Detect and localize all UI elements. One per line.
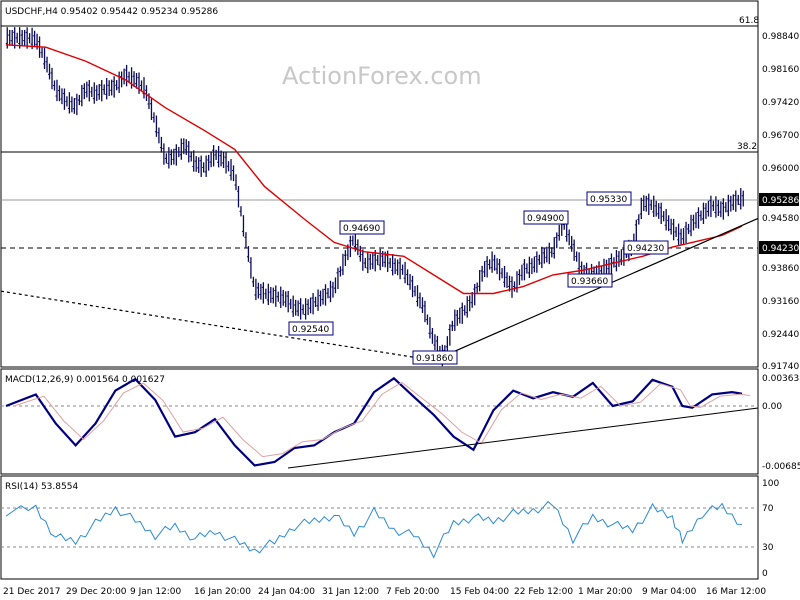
rsi-tick: 30 [762,543,774,553]
macd-tick: 0.003638 [762,374,800,384]
price-tick: 0.98840 [762,32,799,42]
level-tick: 0.94230 [762,244,799,254]
macd-tick: 0.00 [762,402,782,412]
price-trendlines [0,217,759,362]
annotation-label: 0.94230 [627,244,664,254]
support-trendline [433,217,759,361]
current-price-badge [759,193,799,206]
annotation-label: 0.93660 [571,277,608,287]
price-tick: 0.92440 [762,330,799,340]
date-tick: 1 Mar 20:00 [578,587,633,597]
annotation-label: 0.95330 [590,195,627,205]
price-tick: 0.93160 [762,297,799,307]
ma-line [5,44,743,295]
price-tick: 0.96700 [762,131,799,141]
date-tick: 31 Jan 12:00 [322,587,379,597]
macd-trendline [287,407,759,469]
macd-lines [5,376,751,467]
rsi-tick: 100 [762,479,779,489]
price-tick: 0.96000 [762,164,799,174]
date-tick: 29 Dec 20:00 [66,587,127,597]
date-tick: 15 Feb 04:00 [450,587,509,597]
date-tick: 16 Mar 12:00 [706,587,766,597]
annotation-label: 0.91860 [416,354,453,364]
annotation-0.94900: 0.94900 [523,210,569,225]
annotation-label: 0.94690 [343,224,380,234]
rsi-title: RSI(14) 53.8554 [5,482,78,492]
date-tick: 24 Jan 04:00 [258,587,315,597]
date-tick: 22 Feb 12:00 [514,587,573,597]
watermark: ActionForex.com [282,62,482,90]
macd-line [5,376,743,467]
annotation-label: 0.94900 [527,214,564,224]
macd-signal-line [13,381,751,458]
date-axis: 21 Dec 2017 29 Dec 20:00 9 Jan 12:00 16 … [3,587,766,597]
annotation-0.91860: 0.91860 [412,350,458,365]
main-panel-frame [0,0,759,368]
date-tick: 16 Jan 20:00 [194,587,251,597]
price-tick: 0.93860 [762,264,799,274]
annotation-0.95330: 0.95330 [586,191,632,206]
rsi-polyline [5,500,743,559]
price-tick: 0.94580 [762,214,799,224]
price-tick: 0.97420 [762,98,799,108]
rsi-line [5,500,743,559]
date-tick: 21 Dec 2017 [3,587,61,597]
date-tick: 9 Mar 04:00 [642,587,697,597]
current-price-tick: 0.95286 [762,196,799,206]
macd-panel-frame [0,368,759,475]
price-tick: 0.91740 [762,362,799,372]
price-tick: 0.98160 [762,65,799,75]
fib-382-label: 38.2 [737,142,757,152]
macd-tick: -0.006858 [762,462,800,472]
annotation-label: 0.92540 [292,325,329,335]
rsi-tick: 0 [762,569,768,579]
macd-title: MACD(12,26,9) 0.001564 0.001627 [5,375,165,385]
date-tick: 9 Jan 12:00 [130,587,182,597]
annotation-0.93660: 0.93660 [567,273,613,288]
level-badge [759,241,799,254]
moving-average [5,44,743,295]
dashed-trendline [0,290,434,362]
rsi-tick: 70 [762,504,774,514]
annotation-0.92540: 0.92540 [288,321,334,336]
rsi-panel-frame [0,475,759,580]
chart-title: USDCHF,H4 0.95402 0.95442 0.95234 0.9528… [5,7,218,17]
annotation-0.94690: 0.94690 [339,220,385,235]
date-tick: 7 Feb 20:00 [386,587,440,597]
annotation-0.94230: 0.94230 [623,240,669,255]
fib-618-label: 61.8 [739,16,759,26]
price-axis: 0.98840 0.98160 0.97420 0.96700 0.96000 … [759,32,799,372]
